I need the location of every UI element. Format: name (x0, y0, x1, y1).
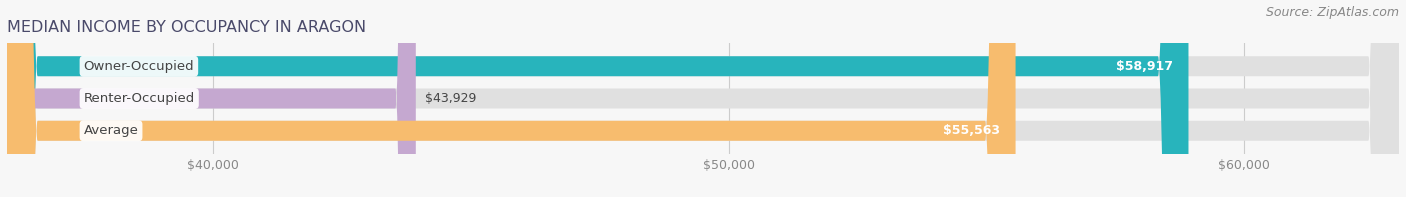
Text: $55,563: $55,563 (943, 124, 1000, 137)
FancyBboxPatch shape (7, 0, 1188, 197)
Text: Average: Average (83, 124, 138, 137)
Text: Source: ZipAtlas.com: Source: ZipAtlas.com (1265, 6, 1399, 19)
Text: MEDIAN INCOME BY OCCUPANCY IN ARAGON: MEDIAN INCOME BY OCCUPANCY IN ARAGON (7, 20, 366, 35)
Text: $43,929: $43,929 (425, 92, 477, 105)
FancyBboxPatch shape (7, 0, 416, 197)
Text: Renter-Occupied: Renter-Occupied (83, 92, 195, 105)
Text: $58,917: $58,917 (1116, 60, 1173, 73)
Text: Owner-Occupied: Owner-Occupied (83, 60, 194, 73)
FancyBboxPatch shape (7, 0, 1399, 197)
FancyBboxPatch shape (7, 0, 1399, 197)
FancyBboxPatch shape (7, 0, 1399, 197)
FancyBboxPatch shape (7, 0, 1015, 197)
